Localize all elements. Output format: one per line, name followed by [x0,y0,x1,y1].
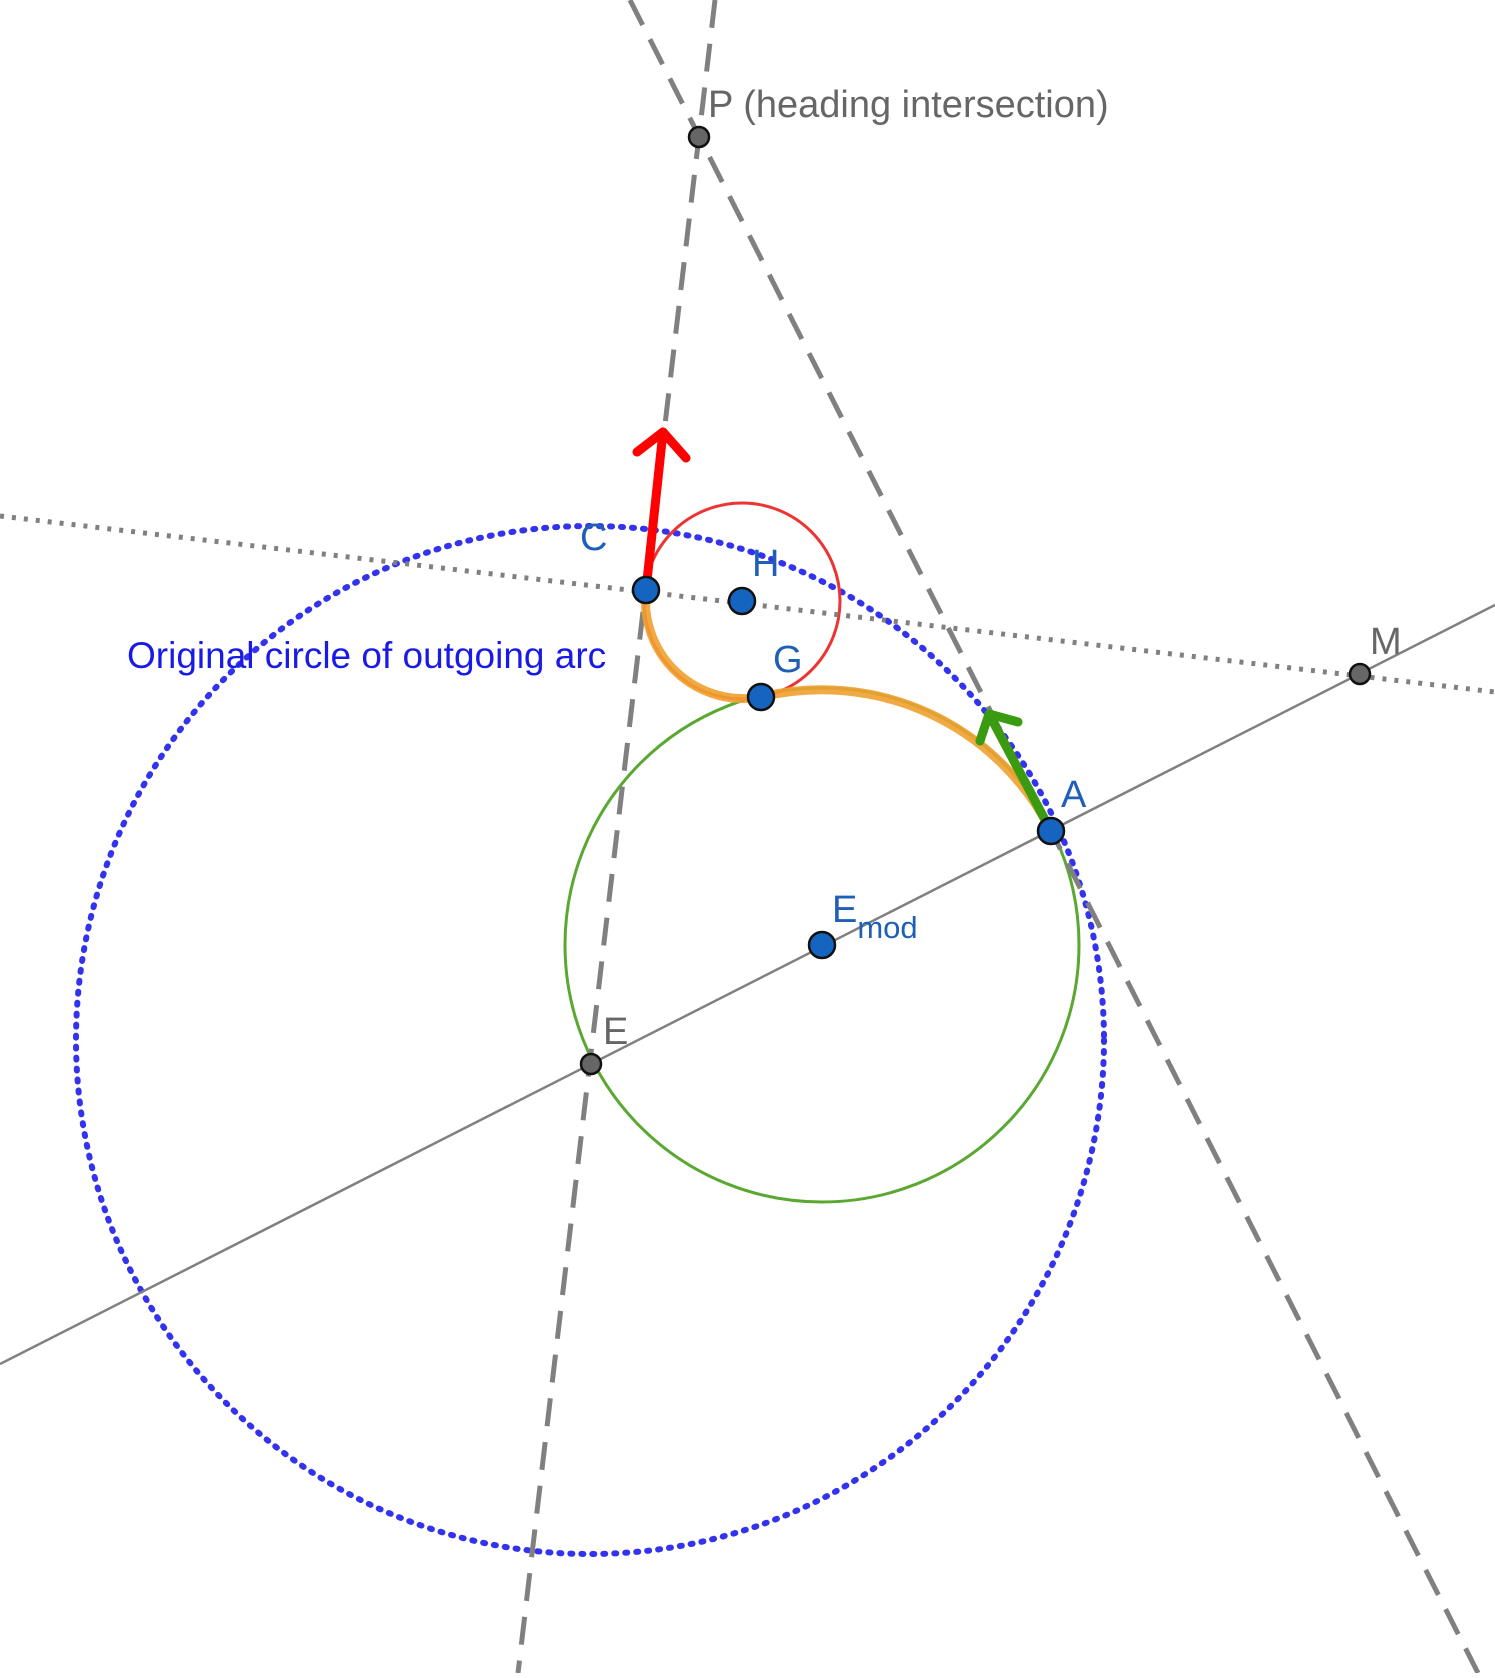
point-a[interactable] [1036,816,1066,846]
label-a: A [1061,774,1087,816]
point-m[interactable] [1348,662,1372,686]
point-p[interactable] [687,125,711,149]
label-c: C [580,517,607,559]
original-circle [73,523,1107,1557]
point-g[interactable] [746,682,776,712]
label-g: G [773,639,803,681]
point-e-mod[interactable] [807,930,837,960]
label-e: E [603,1011,628,1053]
heading-line-outgoing [515,0,718,1674]
outgoing-heading-arrow [632,427,691,595]
label-e-mod-subscript: mod [857,910,917,945]
label-p: P (heading intersection) [708,84,1109,126]
point-c[interactable] [631,575,661,605]
radius-line-incoming [0,603,1495,1366]
label-e-mod: Emod [832,889,918,945]
point-e[interactable] [579,1052,603,1076]
original-circle-caption: Original circle of outgoing arc [127,635,606,676]
label-h: H [752,543,779,585]
label-m: M [1370,621,1402,663]
point-h[interactable] [727,586,757,616]
label-e-mod-main: E [832,889,857,931]
incoming-heading-arrow [975,709,1056,836]
